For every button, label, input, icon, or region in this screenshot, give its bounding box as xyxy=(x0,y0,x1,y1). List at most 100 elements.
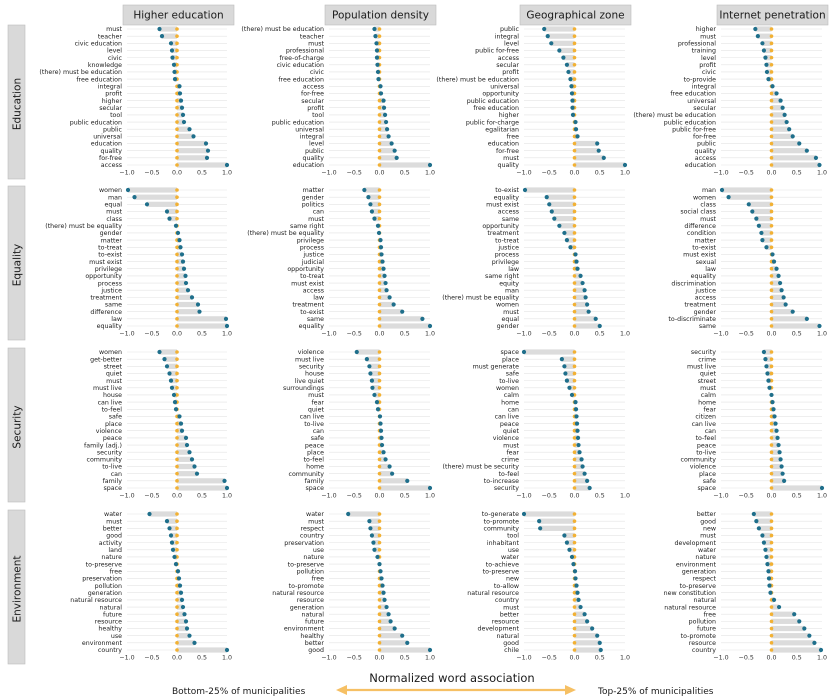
data-point xyxy=(549,209,554,214)
category-label: (there) must be education xyxy=(241,26,324,33)
bar xyxy=(761,230,772,236)
x-tick-label: 0.5 xyxy=(400,331,410,338)
zero-point xyxy=(572,195,577,199)
bar xyxy=(374,216,380,222)
zero-point xyxy=(175,457,179,462)
zero-point xyxy=(175,317,179,321)
category-label: training xyxy=(692,48,716,55)
x-tick-label: −1.0 xyxy=(321,331,336,338)
category-label: process xyxy=(98,280,122,287)
bar xyxy=(771,611,795,617)
category-label: education xyxy=(685,162,716,169)
category-label: nature xyxy=(695,554,716,561)
category-label: resource xyxy=(95,619,122,626)
zero-point xyxy=(572,295,577,300)
bar xyxy=(177,625,187,632)
zero-point xyxy=(769,105,774,110)
column-strip xyxy=(122,4,235,26)
data-point xyxy=(378,428,384,433)
category-label: justice xyxy=(100,287,122,294)
bar xyxy=(569,385,575,391)
bar xyxy=(177,456,192,462)
x-tick-label: 0.5 xyxy=(197,331,207,338)
bar xyxy=(379,485,430,491)
x-tick-label: 1.0 xyxy=(425,331,435,338)
data-point xyxy=(578,273,583,278)
data-point xyxy=(764,69,770,75)
bar xyxy=(177,647,227,653)
bar xyxy=(728,194,772,200)
zero-point xyxy=(175,274,179,278)
category-label: must exist xyxy=(486,202,519,209)
zero-point xyxy=(175,464,179,469)
data-point xyxy=(582,471,587,476)
data-point xyxy=(777,280,783,286)
data-point xyxy=(766,378,771,383)
x-tick-label: 1.0 xyxy=(222,170,232,177)
zero-point xyxy=(175,41,179,46)
bar xyxy=(128,187,177,193)
category-label: natural xyxy=(693,597,716,604)
category-label: social class xyxy=(680,209,716,216)
category-label: place xyxy=(307,449,324,456)
x-tick-label: −0.5 xyxy=(739,493,754,500)
data-point xyxy=(392,148,397,153)
x-tick-label: −0.5 xyxy=(542,493,557,500)
category-label: integral xyxy=(300,134,325,141)
zero-point xyxy=(377,324,382,328)
data-point xyxy=(776,273,781,278)
zero-point xyxy=(377,302,382,307)
zero-point xyxy=(769,414,774,419)
data-point xyxy=(760,533,765,538)
data-point xyxy=(178,421,184,426)
bar xyxy=(169,216,177,222)
bar xyxy=(549,201,575,207)
zero-point xyxy=(377,583,382,588)
bar xyxy=(177,478,225,484)
category-label: natural resource xyxy=(467,590,519,597)
data-point xyxy=(164,364,170,369)
data-point xyxy=(569,84,574,89)
data-point xyxy=(378,421,383,426)
category-label: women xyxy=(496,302,519,309)
category-label: universal xyxy=(687,98,716,105)
bar xyxy=(177,287,188,293)
data-point xyxy=(779,464,784,469)
zero-point xyxy=(377,156,382,160)
data-point xyxy=(754,519,759,524)
category-label: street xyxy=(698,378,717,385)
data-point xyxy=(819,485,825,491)
category-label: public for-free xyxy=(672,126,716,133)
data-point xyxy=(176,576,182,581)
data-point xyxy=(557,223,562,228)
bar xyxy=(771,90,777,97)
bar xyxy=(370,370,380,377)
x-tick-label: 0.0 xyxy=(766,493,776,500)
zero-point xyxy=(769,141,774,146)
data-point xyxy=(763,357,768,362)
zero-point xyxy=(572,547,577,552)
bar xyxy=(379,471,393,477)
category-label: activity xyxy=(99,540,122,547)
category-label: for-free xyxy=(301,91,324,98)
category-label: street xyxy=(104,364,123,371)
category-label: (there) must be education xyxy=(436,76,519,83)
category-label: development xyxy=(477,626,519,633)
category-label: quiet xyxy=(700,371,717,378)
bar xyxy=(177,428,182,434)
zero-point xyxy=(175,598,179,602)
category-label: violence xyxy=(298,349,324,356)
category-label: water xyxy=(104,511,122,518)
bar xyxy=(771,449,780,455)
data-point xyxy=(597,640,602,645)
data-point xyxy=(354,349,359,355)
data-point xyxy=(562,533,567,538)
data-point xyxy=(381,450,386,455)
category-label: for-free xyxy=(693,134,716,141)
category-label: free xyxy=(312,576,325,583)
data-point xyxy=(382,273,387,278)
bar xyxy=(364,187,380,193)
zero-point xyxy=(377,457,382,462)
data-point xyxy=(595,633,600,638)
